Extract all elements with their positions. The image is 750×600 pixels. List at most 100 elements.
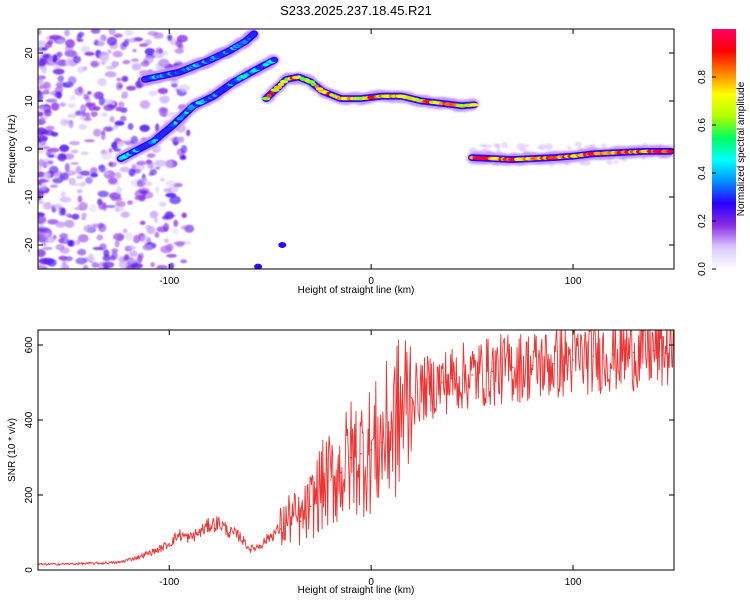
noise-speck bbox=[163, 238, 169, 244]
x-tick-label: 100 bbox=[565, 577, 582, 588]
noise-speck bbox=[160, 178, 165, 182]
noise-speck bbox=[115, 106, 123, 112]
snr-point bbox=[360, 453, 362, 455]
noise-speck bbox=[173, 182, 183, 188]
noise-speck bbox=[98, 96, 105, 106]
noise-speck bbox=[44, 42, 53, 49]
snr-point bbox=[572, 359, 574, 361]
noise-speck bbox=[112, 233, 125, 241]
ridge-core bbox=[251, 32, 257, 36]
y-tick-label: 10 bbox=[24, 95, 35, 107]
noise-speck bbox=[60, 118, 68, 126]
noise-speck bbox=[177, 136, 185, 143]
noise-speck bbox=[45, 125, 55, 131]
isolated-blob bbox=[254, 263, 263, 269]
noise-speck bbox=[84, 139, 95, 143]
noise-speck bbox=[131, 58, 139, 62]
noise-speck bbox=[55, 81, 66, 88]
noise-speck bbox=[42, 54, 50, 59]
noise-speck bbox=[103, 266, 110, 269]
noise-speck bbox=[93, 128, 102, 137]
noise-speck bbox=[83, 93, 89, 100]
noise-speck bbox=[171, 228, 179, 234]
noise-speck bbox=[67, 240, 74, 247]
noise-speck bbox=[501, 141, 508, 149]
noise-speck bbox=[127, 123, 134, 130]
noise-speck bbox=[75, 165, 82, 175]
ridge-lower-branch bbox=[115, 55, 280, 165]
y-tick-label: 0 bbox=[24, 146, 35, 152]
noise-speck bbox=[83, 117, 93, 122]
noise-speck bbox=[39, 116, 48, 121]
noise-speck bbox=[42, 242, 47, 247]
noise-speck bbox=[156, 264, 168, 269]
noise-speck bbox=[111, 60, 120, 68]
noise-speck bbox=[169, 262, 175, 269]
noise-speck bbox=[159, 201, 167, 207]
noise-speck bbox=[59, 144, 70, 153]
noise-speck bbox=[147, 153, 156, 158]
noise-speck bbox=[60, 191, 66, 199]
noise-speck bbox=[38, 215, 47, 224]
noise-speck bbox=[103, 249, 110, 257]
snr-point bbox=[249, 548, 251, 551]
noise-speck bbox=[119, 115, 127, 122]
noise-speck bbox=[105, 204, 116, 209]
noise-speck bbox=[43, 109, 52, 117]
noise-speck bbox=[90, 61, 99, 68]
colorbar-gradient bbox=[712, 29, 736, 269]
ridge-core bbox=[266, 94, 272, 98]
ridge-upper-branch bbox=[139, 30, 260, 85]
noise-speck bbox=[97, 77, 107, 87]
noise-speck bbox=[114, 207, 120, 212]
snr-point bbox=[178, 533, 181, 536]
noise-speck bbox=[113, 33, 123, 38]
noise-speck bbox=[79, 170, 91, 176]
y-tick-label: -10 bbox=[24, 189, 35, 204]
noise-speck bbox=[94, 39, 99, 46]
noise-speck bbox=[160, 50, 168, 56]
y-tick-label: -20 bbox=[24, 237, 35, 252]
noise-speck bbox=[63, 237, 69, 244]
noise-speck bbox=[82, 264, 89, 269]
snr-point bbox=[97, 562, 100, 565]
noise-speck bbox=[165, 180, 176, 187]
snr-point bbox=[279, 528, 282, 530]
noise-speck bbox=[119, 166, 131, 173]
noise-speck bbox=[158, 107, 169, 114]
noise-speck bbox=[120, 211, 130, 218]
noise-speck bbox=[139, 100, 151, 109]
noise-speck bbox=[111, 141, 118, 150]
noise-speck bbox=[87, 91, 92, 95]
noise-speck bbox=[482, 144, 493, 149]
noise-speck bbox=[97, 190, 109, 198]
snr-point bbox=[309, 505, 312, 508]
snr-point bbox=[67, 563, 70, 565]
noise-speck bbox=[140, 60, 150, 67]
noise-speck bbox=[104, 171, 110, 176]
noise-speck bbox=[173, 219, 179, 227]
x-tick-label: 0 bbox=[368, 577, 374, 588]
noise-speck bbox=[85, 176, 93, 184]
noise-speck bbox=[38, 200, 45, 205]
y-tick-label: 20 bbox=[24, 47, 35, 59]
noise-speck bbox=[78, 202, 88, 211]
noise-speck bbox=[134, 168, 141, 174]
noise-speck bbox=[62, 257, 67, 266]
noise-speck bbox=[171, 82, 178, 88]
noise-speck bbox=[114, 239, 120, 248]
noise-speck bbox=[78, 31, 85, 37]
noise-speck bbox=[57, 75, 65, 82]
noise-speck bbox=[50, 102, 60, 111]
noise-speck bbox=[124, 38, 130, 44]
snr-point bbox=[552, 363, 554, 365]
noise-speck bbox=[154, 166, 161, 170]
noise-speck bbox=[158, 58, 170, 68]
noise-speck bbox=[38, 162, 42, 172]
noise-speck bbox=[180, 225, 189, 230]
noise-speck bbox=[144, 181, 153, 186]
noise-speck bbox=[38, 258, 50, 265]
noise-speck bbox=[79, 111, 85, 121]
noise-speck bbox=[493, 143, 500, 148]
noise-speck bbox=[149, 210, 159, 219]
